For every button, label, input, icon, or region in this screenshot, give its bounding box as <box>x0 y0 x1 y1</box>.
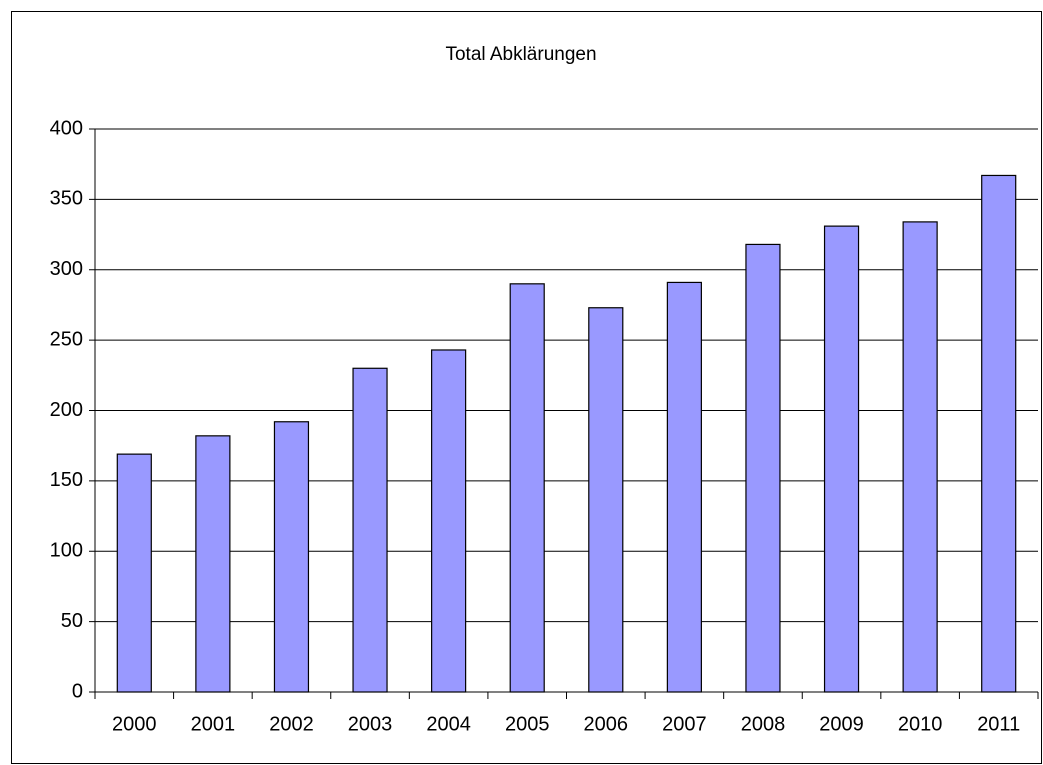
bar <box>745 243 781 693</box>
y-tick-label: 100 <box>50 540 83 562</box>
y-tick-label: 50 <box>61 610 83 632</box>
bar <box>588 307 624 693</box>
bar <box>116 453 152 693</box>
bar <box>981 174 1017 693</box>
bar <box>195 435 231 693</box>
x-tick-label: 2008 <box>741 713 786 735</box>
y-tick-label: 250 <box>50 328 83 350</box>
y-tick-label: 400 <box>50 117 83 139</box>
x-tick-label: 2001 <box>191 713 236 735</box>
y-tick-label: 350 <box>50 188 83 210</box>
bar <box>902 221 938 693</box>
bar <box>823 225 860 693</box>
y-tick-label: 300 <box>50 258 83 280</box>
bar <box>509 283 545 693</box>
x-tick-label: 2006 <box>584 713 629 735</box>
bar <box>431 349 467 693</box>
x-tick-label: 2007 <box>662 713 707 735</box>
bar <box>666 281 702 693</box>
x-tick-label: 2004 <box>426 713 471 735</box>
y-tick-label: 200 <box>50 399 83 421</box>
x-tick-label: 2005 <box>505 713 550 735</box>
y-tick-label: 0 <box>72 680 83 702</box>
x-tick-label: 2002 <box>269 713 314 735</box>
bar <box>273 421 310 693</box>
x-tick-label: 2010 <box>898 713 943 735</box>
x-tick-label: 2011 <box>977 713 1020 735</box>
chart-title: Total Abklärungen <box>445 44 596 65</box>
x-tick-label: 2003 <box>348 713 393 735</box>
x-tick-label: 2000 <box>112 713 157 735</box>
bar <box>352 367 388 693</box>
y-tick-label: 150 <box>50 469 83 491</box>
x-tick-label: 2009 <box>819 713 864 735</box>
